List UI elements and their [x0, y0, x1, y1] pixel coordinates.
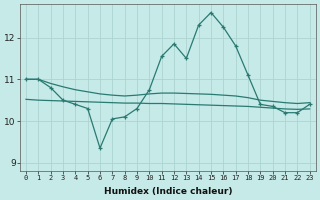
X-axis label: Humidex (Indice chaleur): Humidex (Indice chaleur) — [104, 187, 232, 196]
